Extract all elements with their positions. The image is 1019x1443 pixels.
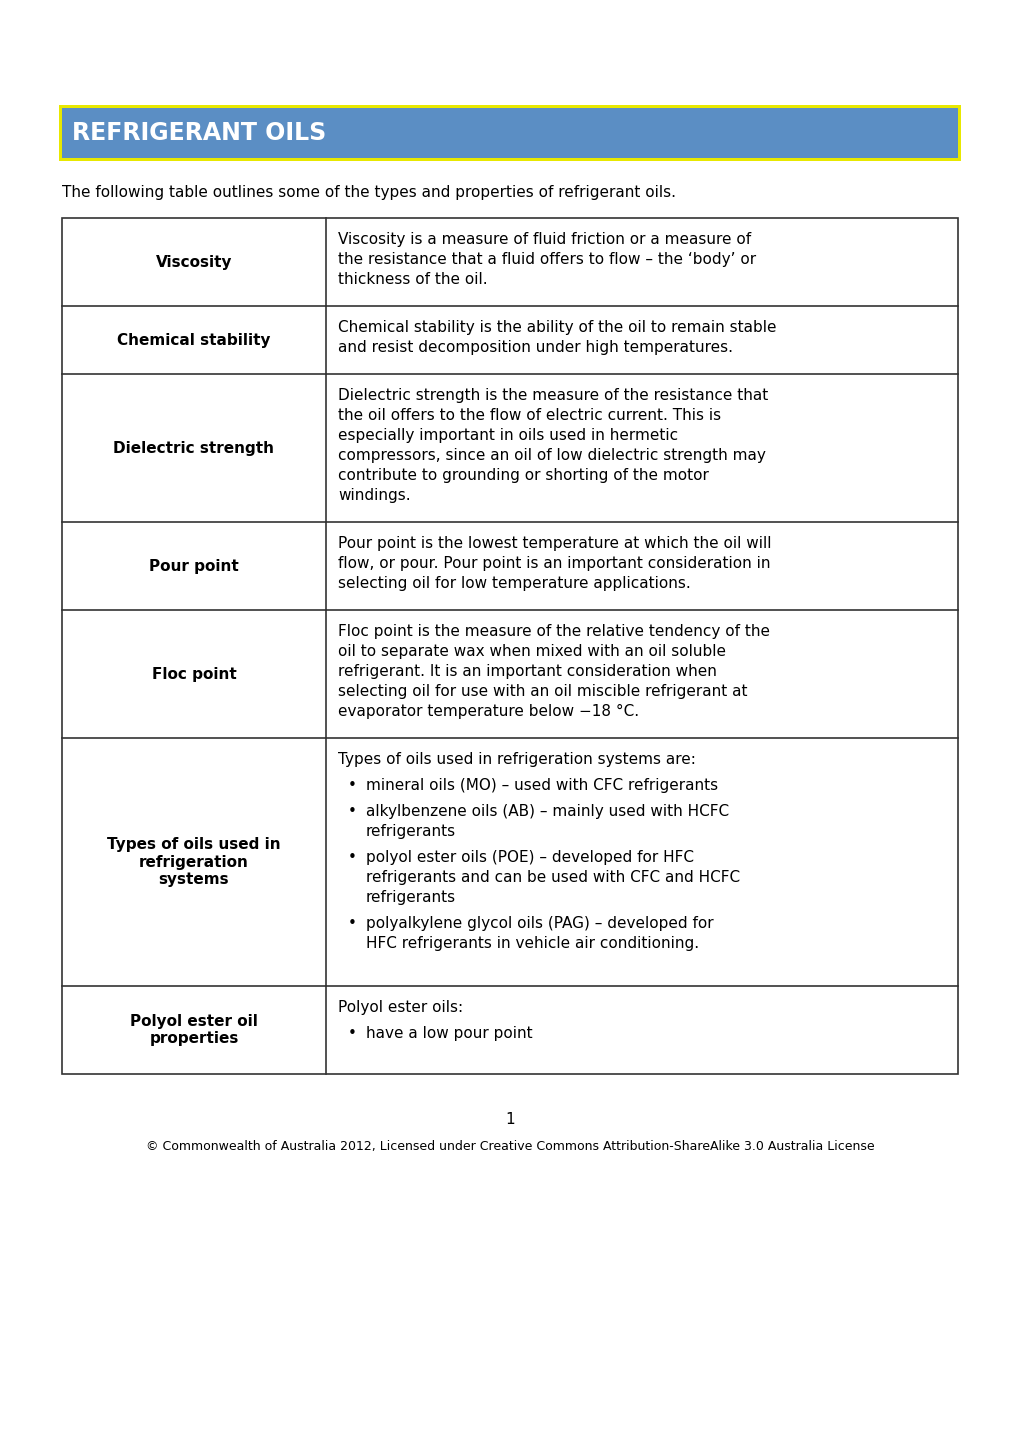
Text: •: • (347, 916, 357, 931)
Text: Floc point is the measure of the relative tendency of the: Floc point is the measure of the relativ… (337, 623, 769, 639)
Text: Chemical stability is the ability of the oil to remain stable: Chemical stability is the ability of the… (337, 320, 775, 335)
Text: refrigerants: refrigerants (366, 890, 455, 905)
Bar (59, 105, 960, 162)
Text: oil to separate wax when mixed with an oil soluble: oil to separate wax when mixed with an o… (337, 644, 726, 659)
Text: •: • (347, 1026, 357, 1040)
Text: Polyol ester oils:: Polyol ester oils: (337, 1000, 463, 1014)
Text: refrigerants: refrigerants (366, 824, 455, 838)
Text: Pour point: Pour point (149, 558, 238, 573)
Text: the resistance that a fluid offers to flow – the ‘body’ or: the resistance that a fluid offers to fl… (337, 253, 755, 267)
Text: 1: 1 (504, 1113, 515, 1127)
Text: Types of oils used in refrigeration systems are:: Types of oils used in refrigeration syst… (337, 752, 695, 768)
Bar (62, 108, 957, 157)
Text: Pour point is the lowest temperature at which the oil will: Pour point is the lowest temperature at … (337, 535, 770, 551)
Text: especially important in oils used in hermetic: especially important in oils used in her… (337, 429, 678, 443)
Text: refrigerant. It is an important consideration when: refrigerant. It is an important consider… (337, 664, 716, 680)
Text: evaporator temperature below −18 °C.: evaporator temperature below −18 °C. (337, 704, 639, 719)
Text: thickness of the oil.: thickness of the oil. (337, 271, 487, 287)
Text: Floc point: Floc point (152, 667, 236, 681)
Text: flow, or pour. Pour point is an important consideration in: flow, or pour. Pour point is an importan… (337, 556, 769, 571)
Text: Viscosity is a measure of fluid friction or a measure of: Viscosity is a measure of fluid friction… (337, 232, 750, 247)
Text: selecting oil for low temperature applications.: selecting oil for low temperature applic… (337, 576, 690, 592)
Text: compressors, since an oil of low dielectric strength may: compressors, since an oil of low dielect… (337, 447, 765, 463)
Text: have a low pour point: have a low pour point (366, 1026, 532, 1040)
Text: HFC refrigerants in vehicle air conditioning.: HFC refrigerants in vehicle air conditio… (366, 937, 698, 951)
Text: refrigerants and can be used with CFC and HCFC: refrigerants and can be used with CFC an… (366, 870, 740, 885)
Text: REFRIGERANT OILS: REFRIGERANT OILS (72, 121, 326, 144)
Text: Polyol ester oil
properties: Polyol ester oil properties (130, 1014, 258, 1046)
Text: © Commonwealth of Australia 2012, Licensed under Creative Commons Attribution-Sh: © Commonwealth of Australia 2012, Licens… (146, 1140, 873, 1153)
Text: the oil offers to the flow of electric current. This is: the oil offers to the flow of electric c… (337, 408, 720, 423)
Text: polyalkylene glycol oils (PAG) – developed for: polyalkylene glycol oils (PAG) – develop… (366, 916, 713, 931)
Text: •: • (347, 778, 357, 794)
Text: •: • (347, 850, 357, 864)
Text: windings.: windings. (337, 488, 411, 504)
Bar (62, 218, 957, 1074)
Text: mineral oils (MO) – used with CFC refrigerants: mineral oils (MO) – used with CFC refrig… (366, 778, 717, 794)
Text: polyol ester oils (POE) – developed for HFC: polyol ester oils (POE) – developed for … (366, 850, 693, 864)
Text: Dielectric strength: Dielectric strength (113, 440, 274, 456)
Text: and resist decomposition under high temperatures.: and resist decomposition under high temp… (337, 341, 733, 355)
Text: •: • (347, 804, 357, 820)
Text: Types of oils used in
refrigeration
systems: Types of oils used in refrigeration syst… (107, 837, 280, 887)
Text: selecting oil for use with an oil miscible refrigerant at: selecting oil for use with an oil miscib… (337, 684, 747, 698)
Text: The following table outlines some of the types and properties of refrigerant oil: The following table outlines some of the… (62, 185, 676, 201)
Text: alkylbenzene oils (AB) – mainly used with HCFC: alkylbenzene oils (AB) – mainly used wit… (366, 804, 729, 820)
Text: Viscosity: Viscosity (156, 254, 232, 270)
Text: Chemical stability: Chemical stability (117, 332, 270, 348)
Text: Dielectric strength is the measure of the resistance that: Dielectric strength is the measure of th… (337, 388, 767, 403)
Text: contribute to grounding or shorting of the motor: contribute to grounding or shorting of t… (337, 468, 708, 483)
